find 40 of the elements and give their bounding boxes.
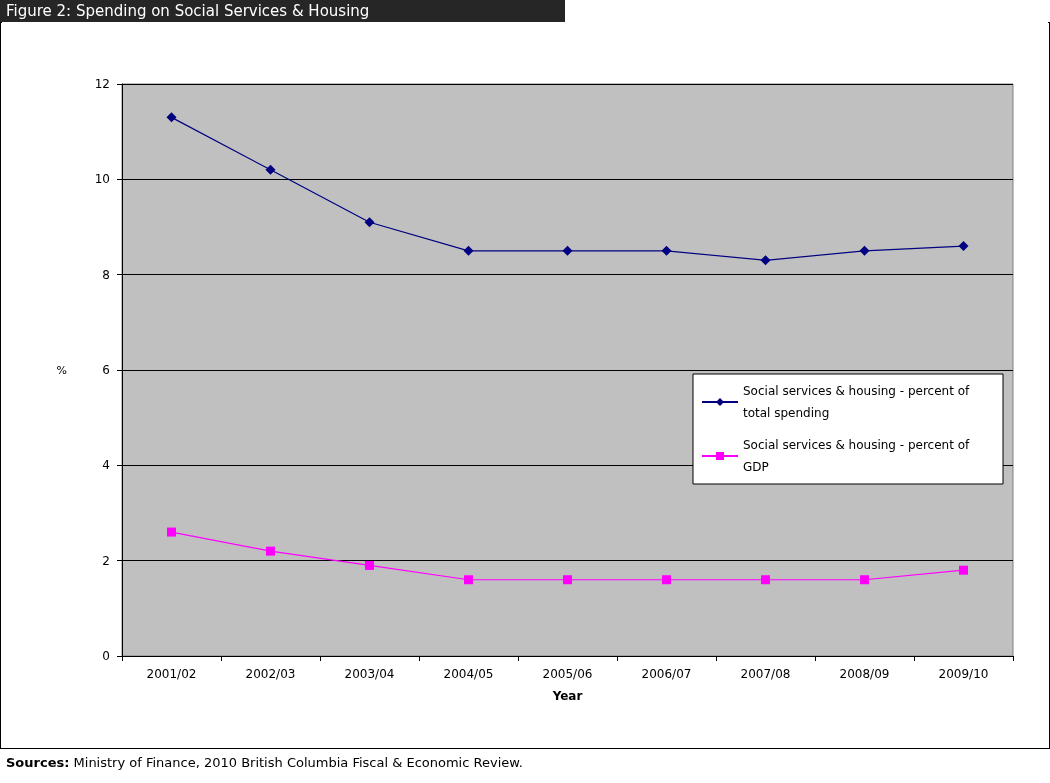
point — [463, 245, 474, 256]
y-tick-label: 0 — [102, 649, 110, 663]
point — [166, 112, 177, 123]
point — [859, 245, 870, 256]
x-axis-title: Year — [551, 689, 583, 703]
x-tick-label: 2008/09 — [839, 667, 890, 681]
x-tick-label: 2001/02 — [146, 667, 197, 681]
x-tick-label: 2005/06 — [542, 667, 593, 681]
point — [563, 575, 572, 585]
point — [464, 575, 473, 585]
y-axis-title: % — [56, 363, 67, 377]
point — [661, 245, 672, 256]
x-tick-label: 2009/10 — [938, 667, 989, 681]
x-tick-label: 2002/03 — [245, 667, 296, 681]
point — [562, 245, 573, 256]
y-tick-label: 2 — [102, 553, 110, 568]
point — [265, 164, 276, 175]
point — [860, 575, 869, 585]
x-tick-label: 2004/05 — [443, 667, 494, 681]
y-tick-label: 4 — [102, 458, 110, 473]
point — [959, 565, 968, 575]
point — [167, 527, 176, 537]
legend-label: Social services & housing - percent of total spending — [743, 384, 974, 420]
point — [761, 575, 770, 585]
source-note: Sources: Ministry of Finance, 2010 British Columbia Fiscal & Economic Review. — [6, 754, 523, 772]
point — [760, 255, 771, 266]
point — [266, 546, 275, 556]
chart-title: Figure 2: Spending on Social Services & Housing — [0, 0, 565, 22]
point — [958, 241, 969, 252]
y-tick-label: 10 — [94, 172, 110, 187]
x-tick-label: 2006/07 — [641, 667, 692, 681]
y-tick-label: 8 — [102, 267, 110, 282]
point — [365, 560, 374, 570]
point — [364, 217, 375, 228]
y-tick-label: 6 — [102, 363, 110, 377]
point — [662, 575, 671, 585]
x-tick-label: 2007/08 — [740, 667, 791, 681]
x-tick-label: 2003/04 — [344, 667, 395, 681]
y-tick-label: 12 — [94, 77, 110, 91]
legend-label: Social services & housing - percent of GDP — [743, 438, 974, 474]
